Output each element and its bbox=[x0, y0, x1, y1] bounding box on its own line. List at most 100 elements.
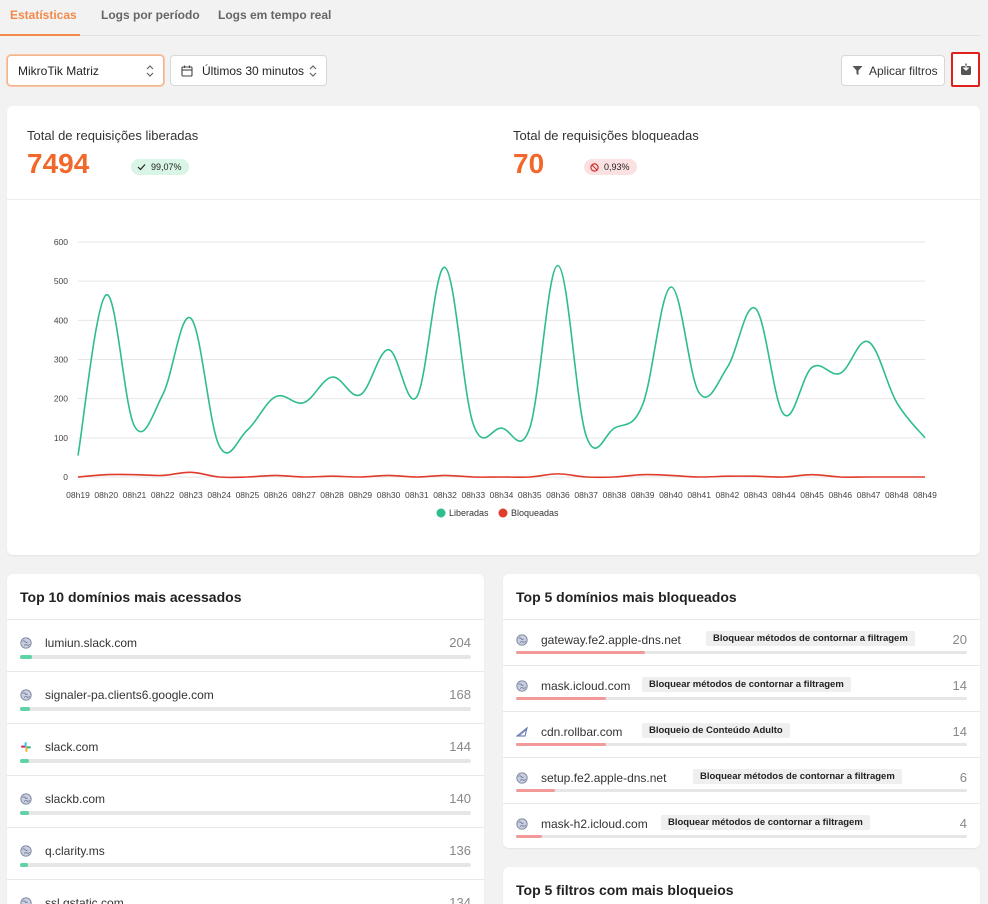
x-tick-label: 08h42 bbox=[716, 490, 740, 500]
top-domains-title: Top 10 domínios mais acessados bbox=[20, 589, 242, 605]
domain-name: setup.fe2.apple-dns.net bbox=[541, 771, 667, 785]
progress-track bbox=[20, 655, 471, 659]
legend-marker bbox=[436, 508, 446, 518]
x-tick-label: 08h20 bbox=[94, 490, 118, 500]
top-domain-row[interactable]: q.clarity.ms 136 bbox=[7, 828, 484, 880]
tab-logs-por-periodo[interactable]: Logs por período bbox=[101, 8, 200, 22]
top-blocked-card: Top 5 domínios mais bloqueados gateway.f… bbox=[503, 574, 980, 848]
progress-fill bbox=[20, 655, 33, 659]
progress-track bbox=[20, 759, 471, 763]
globe-icon bbox=[20, 792, 32, 805]
rollbar-icon bbox=[515, 725, 528, 737]
x-tick-label: 08h45 bbox=[800, 490, 824, 500]
apply-filters-label: Aplicar filtros bbox=[869, 63, 938, 78]
y-tick-label: 200 bbox=[54, 394, 68, 404]
series-line-liberadas bbox=[77, 264, 926, 456]
y-tick-label: 100 bbox=[54, 433, 68, 443]
globe-icon bbox=[516, 679, 528, 692]
apply-filters-button[interactable]: Aplicar filtros bbox=[841, 55, 945, 86]
domain-name: ssl.gstatic.com bbox=[45, 896, 124, 904]
globe-icon bbox=[20, 636, 32, 649]
domain-name: signaler-pa.clients6.google.com bbox=[45, 688, 214, 702]
progress-fill bbox=[516, 697, 607, 700]
active-tab-indicator bbox=[0, 34, 80, 36]
blocked-domain-row[interactable]: cdn.rollbar.com Bloqueio de Conteúdo Adul… bbox=[503, 712, 980, 758]
download-icon bbox=[960, 63, 971, 75]
y-tick-label: 600 bbox=[54, 237, 68, 247]
period-select-value: Últimos 30 minutos bbox=[202, 63, 305, 78]
top-filters-card: Top 5 filtros com mais bloqueios bbox=[503, 867, 980, 904]
legend-label: Bloqueadas bbox=[511, 508, 559, 518]
progress-track bbox=[516, 743, 967, 746]
x-tick-label: 08h36 bbox=[546, 490, 570, 500]
export-button[interactable] bbox=[951, 52, 980, 87]
globe-icon bbox=[20, 844, 32, 857]
progress-fill bbox=[20, 811, 29, 815]
x-tick-label: 08h43 bbox=[744, 490, 768, 500]
x-tick-label: 08h49 bbox=[913, 490, 937, 500]
domain-count: 14 bbox=[952, 678, 967, 693]
blocked-domain-row[interactable]: setup.fe2.apple-dns.net Bloquear métodos … bbox=[503, 758, 980, 804]
device-select[interactable]: MikroTik Matriz bbox=[7, 55, 164, 86]
top-blocked-title: Top 5 domínios mais bloqueados bbox=[516, 589, 737, 605]
x-tick-label: 08h19 bbox=[66, 490, 90, 500]
x-tick-label: 08h35 bbox=[518, 490, 542, 500]
progress-fill bbox=[516, 835, 542, 838]
progress-fill bbox=[20, 707, 31, 711]
x-tick-label: 08h46 bbox=[828, 490, 852, 500]
tab-bar-border bbox=[0, 35, 980, 36]
domain-name: mask.icloud.com bbox=[541, 679, 631, 693]
globe-icon bbox=[516, 817, 528, 830]
stats-divider bbox=[7, 199, 980, 200]
x-tick-label: 08h40 bbox=[659, 490, 683, 500]
domain-count: 140 bbox=[449, 791, 471, 806]
x-tick-label: 08h41 bbox=[687, 490, 711, 500]
blocked-domain-row[interactable]: mask-h2.icloud.com Bloquear métodos de co… bbox=[503, 804, 980, 850]
globe-icon bbox=[516, 771, 528, 784]
y-tick-label: 0 bbox=[63, 472, 68, 482]
x-tick-label: 08h44 bbox=[772, 490, 796, 500]
progress-track bbox=[516, 835, 967, 838]
progress-track bbox=[20, 811, 471, 815]
card-header-divider bbox=[503, 619, 980, 620]
slack-icon bbox=[20, 740, 32, 752]
top-domain-row[interactable]: signaler-pa.clients6.google.com 168 bbox=[7, 672, 484, 724]
top-domain-row[interactable]: lumiun.slack.com 204 bbox=[7, 620, 484, 672]
allowed-percent-badge: 99,07% bbox=[131, 159, 189, 175]
x-tick-label: 08h27 bbox=[292, 490, 316, 500]
filter-tag: Bloquear métodos de contornar a filtrage… bbox=[706, 631, 915, 646]
check-icon bbox=[137, 164, 146, 171]
blocked-icon bbox=[590, 162, 599, 172]
domain-name: slack.com bbox=[45, 740, 99, 754]
progress-fill bbox=[516, 789, 555, 792]
globe-icon bbox=[516, 633, 528, 646]
blocked-requests-label: Total de requisições bloqueadas bbox=[513, 128, 699, 143]
chevron-up-down-icon bbox=[146, 65, 154, 77]
top-filters-title: Top 5 filtros com mais bloqueios bbox=[516, 882, 734, 898]
progress-fill bbox=[20, 863, 29, 867]
domain-name: gateway.fe2.apple-dns.net bbox=[541, 633, 681, 647]
blocked-domain-row[interactable]: mask.icloud.com Bloquear métodos de conto… bbox=[503, 666, 980, 712]
blocked-domain-row[interactable]: gateway.fe2.apple-dns.net Bloquear método… bbox=[503, 620, 980, 666]
top-domain-row[interactable]: slackb.com 140 bbox=[7, 776, 484, 828]
progress-track bbox=[516, 789, 967, 792]
tab-estatisticas[interactable]: Estatísticas bbox=[10, 8, 77, 22]
top-domain-row[interactable]: slack.com 144 bbox=[7, 724, 484, 776]
allowed-requests-label: Total de requisições liberadas bbox=[27, 128, 199, 143]
x-tick-label: 08h33 bbox=[461, 490, 485, 500]
domain-name: slackb.com bbox=[45, 792, 106, 806]
domain-name: cdn.rollbar.com bbox=[541, 725, 623, 739]
x-tick-label: 08h23 bbox=[179, 490, 203, 500]
legend-marker bbox=[498, 508, 508, 518]
top-domain-row[interactable]: ssl.gstatic.com 134 bbox=[7, 880, 484, 904]
x-tick-label: 08h48 bbox=[885, 490, 909, 500]
x-tick-label: 08h25 bbox=[236, 490, 260, 500]
y-tick-label: 300 bbox=[54, 355, 68, 365]
filter-icon bbox=[852, 66, 863, 75]
x-tick-label: 08h29 bbox=[349, 490, 373, 500]
tab-logs-tempo-real[interactable]: Logs em tempo real bbox=[218, 8, 332, 22]
y-tick-label: 400 bbox=[54, 315, 68, 325]
progress-track bbox=[516, 697, 967, 700]
period-select[interactable]: Últimos 30 minutos bbox=[170, 55, 327, 86]
domain-count: 144 bbox=[449, 739, 471, 754]
